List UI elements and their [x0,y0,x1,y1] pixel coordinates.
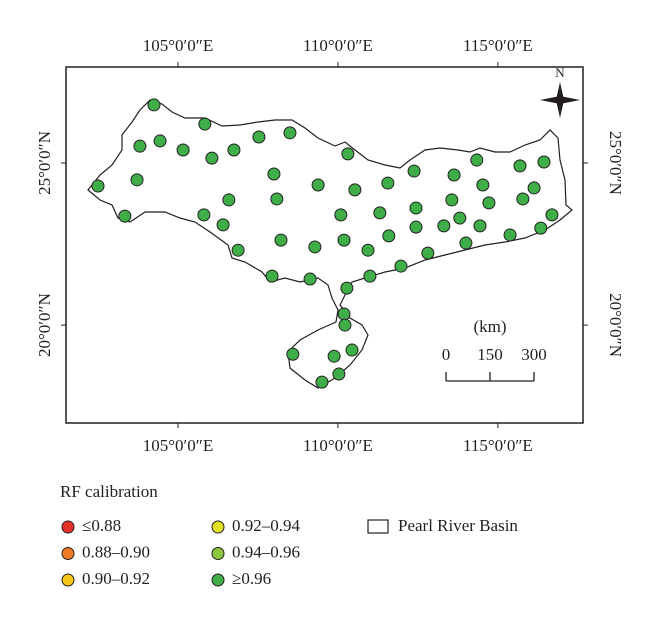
station [337,233,351,247]
x-tick-label: 105°0′0″E [143,36,213,55]
station [534,221,548,235]
station [363,269,377,283]
legend-label: 0.92–0.94 [232,516,301,535]
station [447,168,461,182]
legend-label: 0.88–0.90 [82,542,150,561]
station [503,228,517,242]
station [409,220,423,234]
station [198,117,212,131]
y-tick-label: 25°0′0″N [35,131,54,195]
station [348,183,362,197]
legend-swatch [211,547,225,560]
y-tick-label: 20°0′0″N [35,293,54,357]
station [473,219,487,233]
x-tick-label: 105°0′0″E [143,436,213,455]
north-label: N [555,65,565,80]
station [345,343,359,357]
station [445,193,459,207]
north-arrow: N [540,65,580,118]
north-arrow-ew [540,96,580,104]
station [409,201,423,215]
station [222,193,236,207]
x-tick-label: 110°0′0″E [303,436,373,455]
station [133,139,147,153]
station [147,98,161,112]
station [130,173,144,187]
station [476,178,490,192]
station [407,164,421,178]
station [516,192,530,206]
station [421,246,435,260]
station [453,211,467,225]
station [118,209,132,223]
legend-swatch [61,573,75,587]
station [216,218,230,232]
legend-swatch [61,520,75,534]
legend-label: 0.94–0.96 [232,542,300,561]
station [283,126,297,140]
station [205,151,219,165]
station [332,367,346,381]
station [265,269,279,283]
station [545,208,559,222]
station [315,375,329,389]
station [527,181,541,195]
station [227,143,241,157]
legend-swatch [211,520,225,534]
station [270,192,284,206]
station [459,236,473,250]
station [537,155,551,169]
x-tick-label: 110°0′0″E [303,36,373,55]
station [327,349,341,363]
station [340,281,354,295]
station [482,196,496,210]
basin-swatch [367,519,389,534]
station [470,153,484,167]
station [381,176,395,190]
station [303,272,317,286]
station [308,240,322,254]
scale-unit: (km) [473,317,506,336]
station [513,159,527,173]
legend-label: ≥0.96 [232,569,271,588]
station [311,178,325,192]
station [361,243,375,257]
y-tick-label: 20°0′0″N [606,293,625,357]
legend-swatch [211,573,225,587]
station [91,179,105,193]
x-tick-label: 115°0′0″E [463,36,533,55]
legend-label: 0.90–0.92 [82,569,150,588]
legend-basin-label: Pearl River Basin [398,516,518,535]
scale-label: 150 [477,345,503,364]
scale-label: 0 [442,345,451,364]
scale-label: 300 [521,345,547,364]
station [334,208,348,222]
station [338,318,352,332]
station [382,229,396,243]
station [267,167,281,181]
station [252,130,266,144]
station [337,307,351,321]
station [341,147,355,161]
x-tick-label: 115°0′0″E [463,436,533,455]
station [394,259,408,273]
station [286,347,300,361]
legend-swatch [61,547,75,560]
station [153,134,167,148]
station [231,243,245,257]
station [176,143,190,157]
station [437,219,451,233]
legend-label: ≤0.88 [82,516,121,535]
station [274,233,288,247]
station [197,208,211,222]
map-frame [65,66,584,424]
y-tick-label: 25°0′0″N [606,131,625,195]
legend-title: RF calibration [60,482,158,501]
station [373,206,387,220]
